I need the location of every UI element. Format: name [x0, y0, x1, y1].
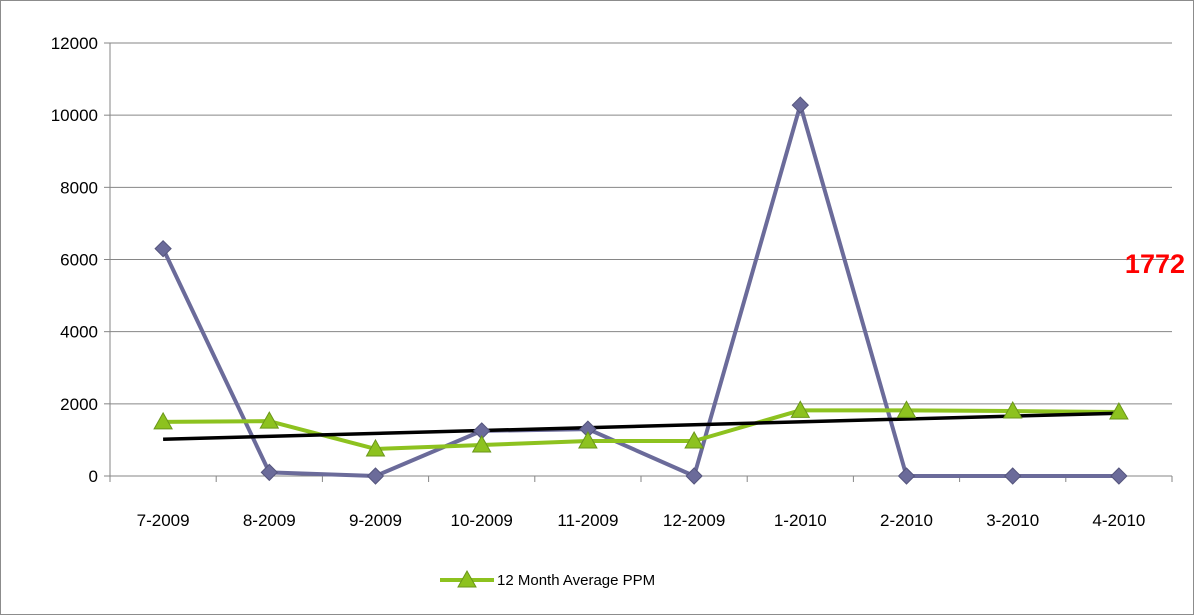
- data-point: [896, 400, 917, 418]
- legend-label: 12 Month Average PPM: [497, 572, 655, 589]
- y-tick-label: 10000: [51, 106, 98, 125]
- x-tick-label: 8-2009: [243, 511, 296, 530]
- y-tick-label: 6000: [60, 251, 98, 270]
- x-tick-label: 3-2010: [986, 511, 1039, 530]
- data-point: [259, 411, 280, 429]
- x-tick-label: 10-2009: [451, 511, 513, 530]
- data-point: [365, 438, 386, 457]
- trendline: [163, 411, 1119, 441]
- data-point: [1110, 467, 1128, 485]
- x-tick-label: 1-2010: [774, 511, 827, 530]
- y-tick-label: 4000: [60, 323, 98, 342]
- data-point: [1003, 467, 1022, 485]
- value-callout: 1772: [1125, 249, 1185, 279]
- x-tick-label: 11-2009: [557, 511, 618, 530]
- y-tick-label: 0: [89, 467, 98, 486]
- y-tick-label: 8000: [60, 178, 98, 197]
- data-point: [154, 239, 172, 258]
- x-tick-label: 2-2010: [880, 511, 933, 530]
- y-tick-label: 2000: [60, 395, 98, 414]
- legend-marker: [457, 569, 477, 588]
- data-point: [897, 467, 916, 485]
- data-point: [260, 463, 279, 482]
- x-tick-label: 4-2010: [1092, 511, 1145, 530]
- data-point: [1002, 401, 1023, 419]
- data-point: [366, 467, 385, 485]
- data-point: [1109, 402, 1129, 420]
- data-point: [790, 400, 811, 418]
- data-point: [684, 430, 704, 449]
- data-point: [685, 467, 703, 485]
- series-line: [161, 103, 1119, 478]
- data-point: [578, 430, 598, 449]
- data-point: [153, 411, 173, 430]
- x-tick-label: 7-2009: [137, 511, 190, 530]
- y-tick-label: 12000: [51, 34, 98, 53]
- x-tick-label: 9-2009: [349, 511, 402, 530]
- data-point: [471, 434, 492, 453]
- data-point: [791, 96, 810, 114]
- x-tick-label: 12-2009: [663, 511, 725, 530]
